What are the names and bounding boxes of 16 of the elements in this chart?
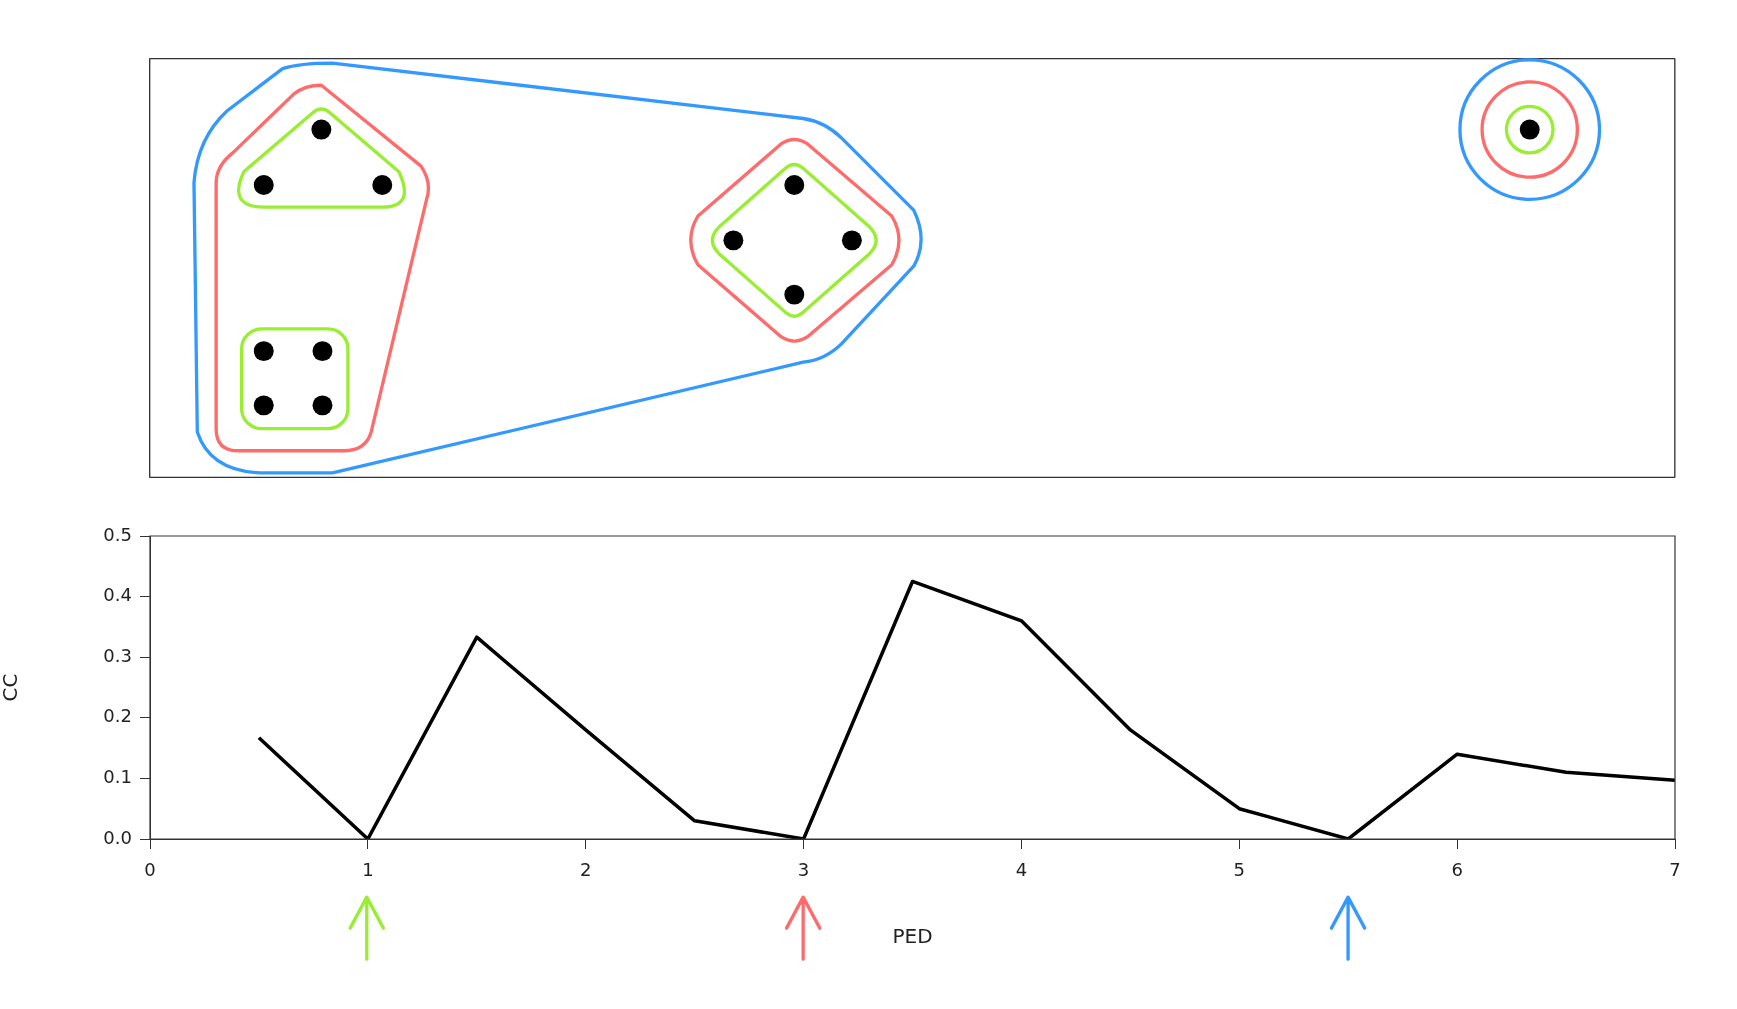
x-tick-label: 2 [579,859,592,881]
y-tick-label: 0.3 [103,644,132,666]
y-tick-label: 0.2 [103,705,132,727]
x-tick-label: 4 [1015,859,1028,881]
x-tick-label: 1 [362,859,374,881]
y-tick-label: 0.1 [103,766,132,788]
y-tick-label: 0.4 [103,584,132,606]
x-axis-title: PED [892,924,933,949]
y-tick-label: 0.0 [103,826,132,848]
y-tick-label: 0.5 [103,523,132,545]
x-tick-label: 5 [1233,859,1246,881]
x-tick-label: 7 [1669,859,1681,881]
x-tick-label: 6 [1451,859,1463,881]
x-tick-label: 0 [144,859,156,881]
y-axis-title: CC [0,673,23,702]
x-tick-label: 3 [797,859,810,881]
